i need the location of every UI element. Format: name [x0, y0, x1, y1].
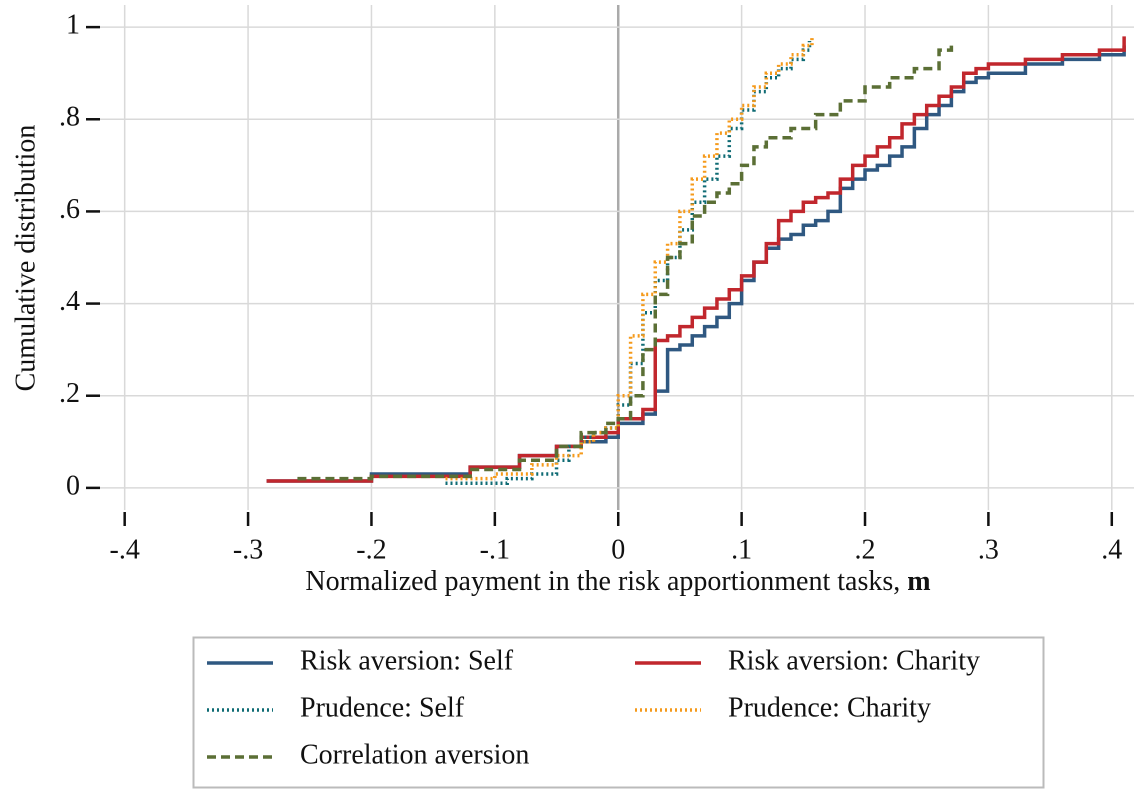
- legend: Risk aversion: Self Risk aversion: Charit…: [207, 645, 980, 770]
- x-tick-label: .2: [855, 534, 876, 565]
- y-tick-label: 0: [66, 470, 80, 501]
- legend-label: Prudence: Charity: [728, 692, 931, 723]
- x-tick-label: -.3: [233, 534, 263, 565]
- y-tick-label: .2: [59, 378, 80, 409]
- legend-label: Prudence: Self: [300, 692, 465, 723]
- cdf-line: [445, 36, 814, 481]
- y-tick-label: .6: [59, 194, 80, 225]
- cdf-line: [266, 36, 1126, 483]
- x-axis-label-text: Normalized payment in the risk apportion…: [305, 566, 900, 597]
- legend-label: Risk aversion: Self: [300, 645, 514, 676]
- x-axis-label-symbol: m: [907, 566, 930, 597]
- x-tick-label: 0: [611, 534, 625, 565]
- cdf-line: [266, 45, 1126, 483]
- x-axis-label: Normalized payment in the risk apportion…: [305, 566, 930, 597]
- plot-area: [266, 36, 1126, 486]
- y-tick-label: 1: [66, 10, 80, 41]
- x-tick-label: -.2: [356, 534, 386, 565]
- y-tick-label: .8: [59, 102, 80, 133]
- grid: [100, 5, 1134, 510]
- x-tick-label: -.4: [110, 534, 140, 565]
- y-axis-label: Cumulative distribution: [10, 125, 41, 392]
- legend-label: Correlation aversion: [300, 739, 529, 770]
- legend-label: Risk aversion: Charity: [728, 645, 980, 676]
- x-tick-label: .3: [978, 534, 999, 565]
- legend-box: [192, 636, 1045, 789]
- y-tick-label: .4: [59, 286, 80, 317]
- axes: -.4 -.3 -.2 -.1 0 .1 .2 .3 .4 0 .2 .4 .6 .8 1: [59, 10, 1122, 566]
- cdf-line: [297, 40, 954, 481]
- x-tick-label: .4: [1101, 534, 1122, 565]
- x-tick-label: -.1: [480, 534, 510, 565]
- x-tick-label: .1: [731, 534, 752, 565]
